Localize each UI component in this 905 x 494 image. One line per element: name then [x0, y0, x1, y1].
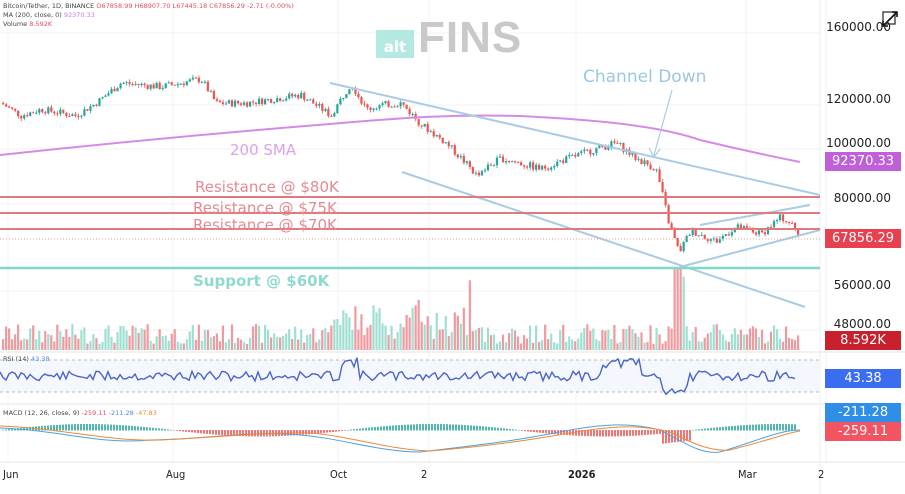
symbol-label[interactable]: Bitcoin/Tether, 1D, BINANCE [3, 2, 95, 10]
high-value: H68907.70 [134, 2, 171, 10]
macd-legend[interactable]: MACD (12, 26, close, 9) -259.11 -211.28 … [3, 409, 157, 418]
price-tick-160000: 160000.00 [826, 20, 891, 34]
x-label-2026: 2026 [568, 468, 596, 481]
price-tick-120000: 120000.00 [826, 92, 891, 106]
resistance-70k-annotation[interactable]: Resistance @ $70K [193, 216, 337, 234]
x-label-mar: Mar [738, 468, 757, 481]
expand-icon[interactable] [881, 10, 899, 28]
ma-legend[interactable]: MA (200, close, 0) 92370.33 [3, 11, 95, 20]
volume-label: Volume [3, 20, 28, 28]
price-tick-48000: 48000.00 [833, 317, 891, 331]
logo-alt: alt [376, 30, 414, 58]
altfins-logo: alt FINS [376, 13, 523, 62]
signal-line [0, 425, 801, 452]
volume-value: 8.592K [29, 20, 53, 28]
macd-value: -211.28 [108, 409, 134, 417]
sma-200-line [0, 114, 801, 163]
macd-tag: -211.28 [825, 403, 901, 422]
low-value: L67445.18 [172, 2, 208, 10]
logo-fins: FINS [418, 13, 523, 62]
candles [2, 74, 800, 253]
ma-value: 92370.33 [63, 11, 95, 19]
last-price-tag: 67856.29 [825, 229, 901, 248]
sma-annotation[interactable]: 200 SMA [230, 141, 297, 159]
ohlc-legend: Bitcoin/Tether, 1D, BINANCE O67858.99 H6… [3, 2, 294, 11]
ma-label: MA (200, close, 0) [3, 11, 62, 19]
channel-upper-line [329, 82, 821, 196]
rsi-label: RSI (14) [3, 355, 29, 363]
rsi-legend[interactable]: RSI (14) 43.38 [3, 355, 50, 364]
volume-legend[interactable]: Volume 8.592K [3, 20, 52, 29]
macd-label: MACD (12, 26, close, 9) [3, 409, 80, 417]
channel-arrow [653, 89, 673, 156]
volume-tag: 8.592K [825, 331, 901, 350]
x-label-jun: Jun [3, 468, 19, 481]
rsi-line [0, 357, 796, 396]
macd-signal-value: -259.11 [81, 409, 107, 417]
resistance-80k-annotation[interactable]: Resistance @ $80K [195, 178, 339, 196]
support-60k-annotation[interactable]: Support @ $60K [193, 272, 330, 290]
resistance-75k-annotation[interactable]: Resistance @ $75K [193, 199, 337, 217]
price-tick-80000: 80000.00 [833, 191, 891, 205]
flag-upper-line [699, 204, 811, 226]
ma-price-tag: 92370.33 [825, 152, 901, 171]
flag-lower-line [679, 229, 821, 268]
rsi-tag: 43.38 [825, 369, 901, 388]
price-tick-100000: 100000.00 [826, 136, 891, 150]
signal-tag: -259.11 [825, 422, 901, 441]
close-value: C67856.29 [209, 2, 245, 10]
open-value: O67858.99 [96, 2, 133, 10]
x-label-2: 2 [421, 468, 428, 481]
x-label-oct: Oct [330, 468, 348, 481]
price-tick-56000: 56000.00 [833, 278, 891, 292]
change-value: -2.71 (-0.00%) [246, 2, 294, 10]
channel-down-annotation[interactable]: Channel Down [583, 67, 707, 87]
x-label-2b: 2 [818, 468, 825, 481]
rsi-value: 43.38 [31, 355, 50, 363]
macd-hist-value: -47.83 [135, 409, 157, 417]
x-label-aug: Aug [166, 468, 186, 481]
